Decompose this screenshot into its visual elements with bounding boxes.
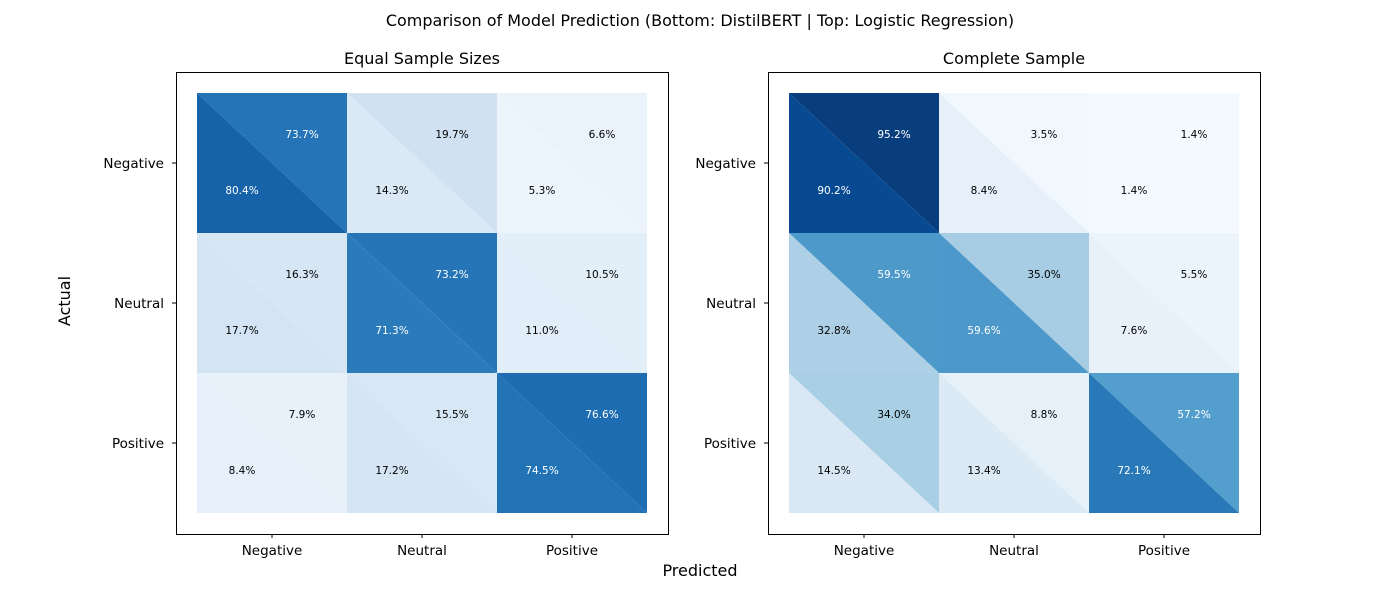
y-tick-label: Positive bbox=[112, 436, 164, 452]
cell-bottom-triangle bbox=[939, 233, 1089, 373]
x-axis-label: Predicted bbox=[662, 561, 737, 580]
x-tick-label: Negative bbox=[242, 543, 303, 559]
cell-top-label: 95.2% bbox=[877, 129, 910, 141]
cell-bottom-label: 1.4% bbox=[1121, 185, 1148, 197]
cell-bottom-label: 71.3% bbox=[375, 325, 408, 337]
cell-bottom-triangle bbox=[347, 233, 497, 373]
cell-bottom-triangle bbox=[789, 373, 939, 513]
x-tick-label: Negative bbox=[834, 543, 895, 559]
cell-top-label: 73.7% bbox=[285, 129, 318, 141]
cell-bottom-label: 8.4% bbox=[229, 465, 256, 477]
cell-top-label: 1.4% bbox=[1181, 129, 1208, 141]
y-tick-label: Neutral bbox=[114, 296, 164, 312]
x-tick-label: Neutral bbox=[397, 543, 447, 559]
cell-bottom-label: 8.4% bbox=[971, 185, 998, 197]
cell-top-label: 19.7% bbox=[435, 129, 468, 141]
cell-top-label: 57.2% bbox=[1177, 409, 1210, 421]
cell-bottom-triangle bbox=[939, 373, 1089, 513]
y-tick-label: Negative bbox=[103, 156, 164, 172]
cell-bottom-triangle bbox=[197, 373, 347, 513]
cell-bottom-triangle bbox=[347, 373, 497, 513]
x-tick-label: Neutral bbox=[989, 543, 1039, 559]
cell-bottom-triangle bbox=[347, 93, 497, 233]
y-tick-label: Positive bbox=[704, 436, 756, 452]
cell-bottom-triangle bbox=[939, 93, 1089, 233]
cell-bottom-label: 59.6% bbox=[967, 325, 1000, 337]
cell-top-label: 5.5% bbox=[1181, 269, 1208, 281]
cell-top-label: 3.5% bbox=[1031, 129, 1058, 141]
cell-bottom-triangle bbox=[1089, 93, 1239, 233]
cell-bottom-triangle bbox=[1089, 233, 1239, 373]
cell-bottom-label: 32.8% bbox=[817, 325, 850, 337]
y-tick-label: Negative bbox=[695, 156, 756, 172]
cell-top-label: 7.9% bbox=[289, 409, 316, 421]
cell-top-label: 10.5% bbox=[585, 269, 618, 281]
cell-bottom-triangle bbox=[497, 373, 647, 513]
cell-bottom-label: 7.6% bbox=[1121, 325, 1148, 337]
cell-bottom-label: 74.5% bbox=[525, 465, 558, 477]
x-tick-label: Positive bbox=[1138, 543, 1190, 559]
cell-bottom-triangle bbox=[197, 233, 347, 373]
cell-bottom-label: 17.7% bbox=[225, 325, 258, 337]
x-tick-label: Positive bbox=[546, 543, 598, 559]
cell-top-label: 73.2% bbox=[435, 269, 468, 281]
cell-bottom-triangle bbox=[197, 93, 347, 233]
cell-bottom-label: 13.4% bbox=[967, 465, 1000, 477]
cell-bottom-triangle bbox=[789, 233, 939, 373]
cell-bottom-label: 90.2% bbox=[817, 185, 850, 197]
cell-top-label: 15.5% bbox=[435, 409, 468, 421]
y-axis-label: Actual bbox=[55, 276, 74, 326]
y-tick-label: Neutral bbox=[706, 296, 756, 312]
cell-top-label: 59.5% bbox=[877, 269, 910, 281]
cell-bottom-label: 14.3% bbox=[375, 185, 408, 197]
cell-bottom-label: 11.0% bbox=[525, 325, 558, 337]
cell-top-label: 16.3% bbox=[285, 269, 318, 281]
panel-2: Complete Sample 95.2% 90.2% 3.5% 8.4% 1.4% 1.4… bbox=[695, 49, 1261, 559]
cell-bottom-label: 17.2% bbox=[375, 465, 408, 477]
cell-bottom-triangle bbox=[789, 93, 939, 233]
panels-layer: Equal Sample Sizes 73.7% 80.4% 19.7% 14.3% 6.… bbox=[103, 49, 1261, 559]
figure-title: Comparison of Model Prediction (Bottom: … bbox=[386, 11, 1014, 30]
cell-top-label: 76.6% bbox=[585, 409, 618, 421]
panel-title: Equal Sample Sizes bbox=[344, 49, 500, 68]
panel-title: Complete Sample bbox=[943, 49, 1085, 68]
cell-bottom-triangle bbox=[1089, 373, 1239, 513]
cell-bottom-triangle bbox=[497, 233, 647, 373]
cell-bottom-label: 80.4% bbox=[225, 185, 258, 197]
cell-bottom-label: 5.3% bbox=[529, 185, 556, 197]
cell-top-label: 35.0% bbox=[1027, 269, 1060, 281]
panel-1: Equal Sample Sizes 73.7% 80.4% 19.7% 14.3% 6.… bbox=[103, 49, 669, 559]
cell-bottom-triangle bbox=[497, 93, 647, 233]
cell-top-label: 8.8% bbox=[1031, 409, 1058, 421]
cell-top-label: 6.6% bbox=[589, 129, 616, 141]
cell-bottom-label: 14.5% bbox=[817, 465, 850, 477]
cell-top-label: 34.0% bbox=[877, 409, 910, 421]
cell-bottom-label: 72.1% bbox=[1117, 465, 1150, 477]
